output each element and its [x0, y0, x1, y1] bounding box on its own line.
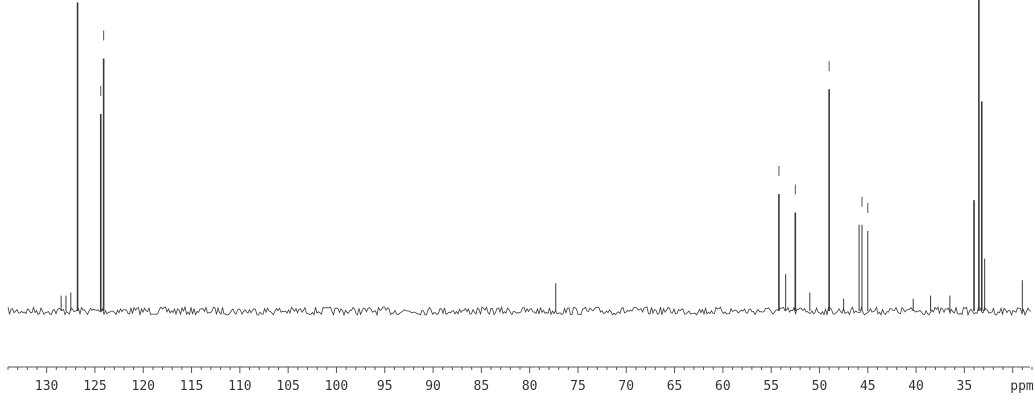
tick-label-40: 40	[908, 379, 924, 394]
tick-label-55: 55	[763, 379, 779, 394]
tick-label-70: 70	[618, 379, 634, 394]
peak-marker-layer	[77, 2, 980, 213]
tick-label-65: 65	[667, 379, 683, 394]
tick-label-95: 95	[377, 379, 393, 394]
tick-label-35: 35	[957, 379, 973, 394]
tick-label-115: 115	[180, 379, 203, 394]
tick-label-90: 90	[425, 379, 441, 394]
tick-label-100: 100	[325, 379, 348, 394]
tick-label-50: 50	[812, 379, 828, 394]
x-axis-tick-labels: 130 125 120 115 110 105 100 95 90 85 80 75 70 65 60 55 5…	[35, 379, 972, 394]
x-axis-unit-label: ppm	[1010, 379, 1034, 394]
tick-label-120: 120	[132, 379, 155, 394]
baseline-noise-trace	[7, 305, 1032, 317]
tick-label-60: 60	[715, 379, 731, 394]
tick-label-85: 85	[474, 379, 490, 394]
tick-label-105: 105	[276, 379, 299, 394]
tick-label-125: 125	[83, 379, 106, 394]
tick-label-130: 130	[35, 379, 58, 394]
tick-label-75: 75	[570, 379, 586, 394]
x-axis-ticks	[7, 367, 1033, 373]
peak-layer	[60, 0, 1023, 311]
tick-label-80: 80	[522, 379, 538, 394]
tick-label-110: 110	[228, 379, 251, 394]
tick-label-45: 45	[860, 379, 876, 394]
